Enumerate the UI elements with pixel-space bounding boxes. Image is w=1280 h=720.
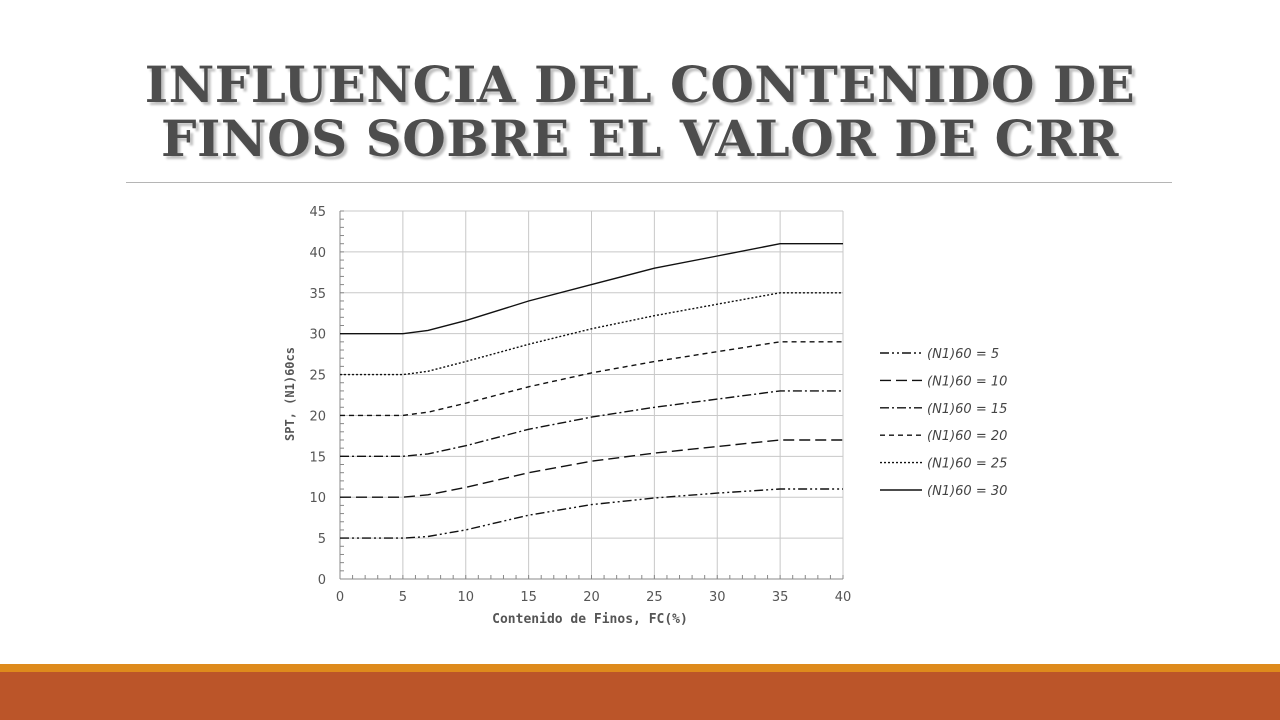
fines-content-chart: 0 5 10 15 20 25 30 35 40 0 5 10 15 20 25 30 35 40 45 (N1)6…: [283, 205, 1007, 627]
series-line-6: [340, 242, 843, 335]
y-tick-label: 45: [309, 205, 326, 220]
series-line-1: [340, 488, 843, 539]
legend-label-1: (N1)60 = 5: [927, 347, 999, 362]
chart-series: [340, 242, 843, 539]
chart-grid: [339, 210, 844, 580]
chart-legend: (N1)60 = 5 (N1)60 = 10 (N1)60 = 15 (N1)60 =…: [880, 347, 1007, 499]
series-line-3: [340, 390, 843, 457]
series-line-5: [340, 292, 843, 376]
chart-axes: 0 5 10 15 20 25 30 35 40 0 5 10 15 20 25 30 35 40 45: [309, 205, 851, 605]
legend-label-5: (N1)60 = 25: [927, 457, 1007, 472]
legend-label-3: (N1)60 = 15: [927, 402, 1007, 417]
x-tick-label: 15: [520, 590, 537, 605]
y-tick-label: 5: [318, 532, 326, 547]
y-tick-label: 20: [309, 409, 326, 424]
x-tick-label: 35: [772, 590, 789, 605]
y-tick-label: 10: [309, 491, 326, 506]
slide-title-line-2: FINOS SOBRE EL VALOR DE CRR: [161, 109, 1119, 168]
y-axis-label: SPT, (N1)60cs: [283, 347, 297, 441]
legend-label-4: (N1)60 = 20: [927, 429, 1007, 444]
y-tick-label: 25: [309, 369, 326, 384]
y-tick-label: 40: [309, 246, 326, 261]
y-tick-label: 15: [309, 450, 326, 465]
legend-label-6: (N1)60 = 30: [927, 484, 1007, 499]
footer-accent-band: [0, 664, 1280, 672]
slide-title: INFLUENCIA DEL CONTENIDO DE FINOS SOBRE …: [0, 58, 1280, 166]
y-tick-label: 35: [309, 287, 326, 302]
slide-title-line-1: INFLUENCIA DEL CONTENIDO DE: [144, 55, 1136, 114]
title-divider: [126, 182, 1172, 183]
x-tick-label: 5: [399, 590, 407, 605]
legend-label-2: (N1)60 = 10: [927, 374, 1007, 389]
x-tick-label: 25: [646, 590, 663, 605]
y-tick-label: 30: [309, 328, 326, 343]
x-tick-label: 0: [336, 590, 344, 605]
x-tick-label: 20: [583, 590, 600, 605]
x-tick-label: 40: [835, 590, 852, 605]
x-tick-label: 30: [709, 590, 726, 605]
x-tick-label: 10: [457, 590, 474, 605]
series-line-4: [340, 341, 843, 417]
y-tick-label: 0: [318, 573, 326, 588]
x-axis-label: Contenido de Finos, FC(%): [492, 612, 688, 627]
footer-band: [0, 672, 1280, 720]
